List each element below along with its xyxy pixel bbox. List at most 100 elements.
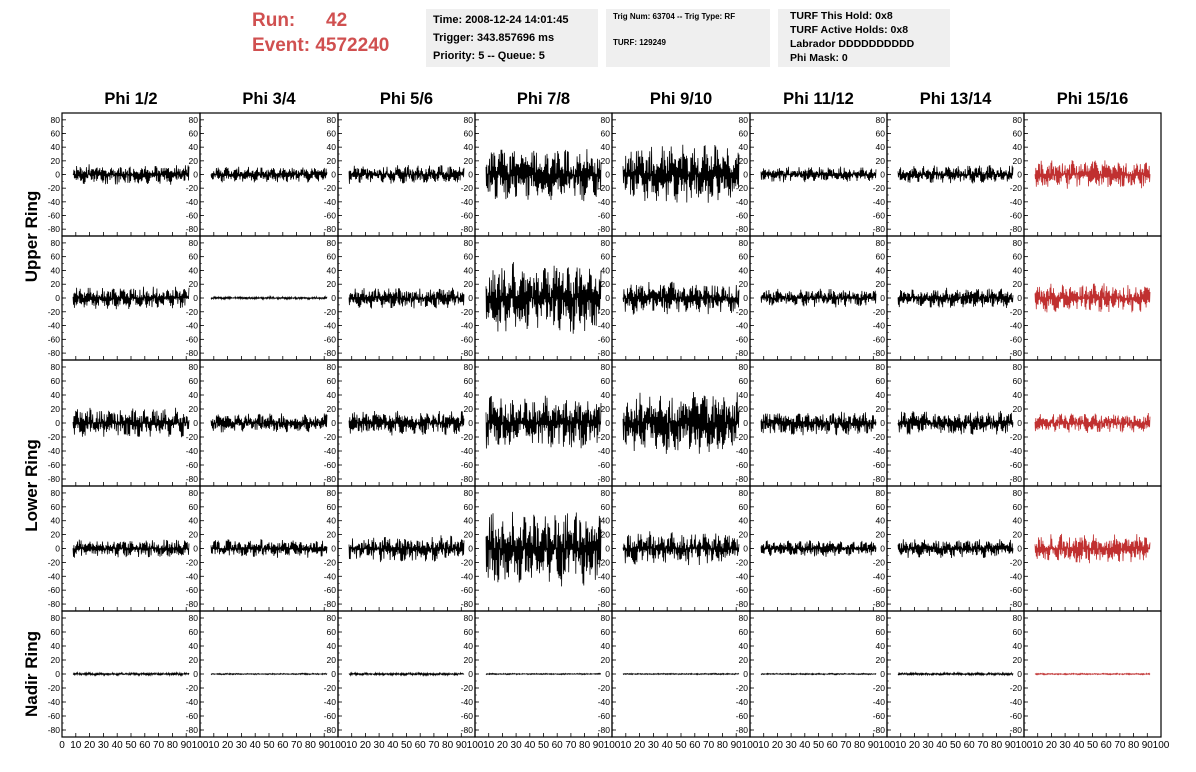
- turf-active-text: TURF Active Holds: 0x8: [790, 24, 909, 36]
- x-tick-label: 30: [98, 740, 110, 751]
- y-tick-label: 0: [605, 418, 610, 428]
- waveform-trace: [348, 535, 465, 563]
- y-tick-label: 40: [189, 390, 199, 400]
- y-tick-label: 20: [51, 655, 61, 665]
- y-tick-label: 80: [739, 488, 749, 498]
- y-tick-label: -80: [48, 725, 61, 735]
- y-tick-label: 0: [880, 669, 885, 679]
- y-tick-label: 80: [876, 488, 886, 498]
- x-tick-label: 70: [840, 740, 852, 751]
- event-label: Event:: [252, 35, 311, 56]
- y-tick-label: 0: [605, 170, 610, 180]
- y-tick-label: 80: [51, 115, 61, 125]
- waveform-trace: [72, 539, 190, 558]
- y-tick-label: 60: [601, 376, 611, 386]
- y-tick-label: -60: [461, 334, 474, 344]
- y-tick-label: 20: [1013, 655, 1023, 665]
- waveform-trace: [1034, 533, 1151, 564]
- x-tick-label: 10: [346, 740, 358, 751]
- y-tick-label: -60: [186, 211, 199, 221]
- y-tick-label: -40: [48, 571, 61, 581]
- x-tick-label: 50: [401, 740, 413, 751]
- waveform-trace: [897, 287, 1014, 309]
- y-tick-label: 60: [601, 252, 611, 262]
- y-tick-label: 60: [739, 252, 749, 262]
- y-tick-label: 40: [189, 142, 199, 152]
- y-tick-label: 0: [331, 418, 336, 428]
- turf-text: TURF: 129249: [613, 38, 666, 47]
- y-tick-label: -80: [324, 725, 337, 735]
- y-tick-label: -40: [48, 197, 61, 207]
- x-tick-label: 100: [1153, 740, 1170, 751]
- y-tick-label: -80: [324, 474, 337, 484]
- x-tick-label: 60: [552, 740, 564, 751]
- y-tick-label: -40: [186, 571, 199, 581]
- y-tick-label: -80: [873, 474, 886, 484]
- y-tick-label: 40: [876, 265, 886, 275]
- waveform-trace: [210, 672, 328, 676]
- y-tick-label: 0: [193, 293, 198, 303]
- turf-info-box: TURF This Hold: 0x8 TURF Active Holds: 0…: [778, 9, 950, 67]
- x-tick-label: 90: [181, 740, 193, 751]
- waveform-trace: [348, 671, 465, 677]
- y-tick-label: 0: [55, 418, 60, 428]
- x-tick-label: 100: [879, 740, 896, 751]
- y-tick-label: 80: [189, 613, 199, 623]
- x-tick-label: 40: [1073, 740, 1085, 751]
- y-tick-label: 0: [468, 170, 473, 180]
- y-tick-label: -40: [1010, 697, 1023, 707]
- y-tick-label: 60: [464, 627, 474, 637]
- y-tick-label: -20: [1010, 683, 1023, 693]
- y-tick-label: -40: [736, 446, 749, 456]
- y-tick-label: -20: [736, 183, 749, 193]
- y-tick-label: -80: [736, 224, 749, 234]
- y-tick-label: 0: [55, 293, 60, 303]
- y-tick-label: 80: [189, 115, 199, 125]
- x-tick-label: 50: [1087, 740, 1099, 751]
- y-tick-label: -60: [324, 711, 337, 721]
- y-tick-label: 60: [51, 627, 61, 637]
- y-tick-label: 80: [601, 488, 611, 498]
- y-tick-label: -40: [461, 197, 474, 207]
- y-tick-label: 0: [468, 669, 473, 679]
- y-tick-label: -40: [598, 697, 611, 707]
- y-tick-label: 20: [739, 279, 749, 289]
- y-tick-label: 20: [189, 279, 199, 289]
- y-tick-label: 40: [327, 641, 337, 651]
- y-tick-label: -40: [873, 321, 886, 331]
- y-tick-label: -40: [324, 321, 337, 331]
- waveform-trace: [485, 672, 602, 676]
- y-tick-label: -20: [736, 557, 749, 567]
- y-tick-label: 60: [876, 252, 886, 262]
- y-tick-label: 20: [51, 404, 61, 414]
- y-tick-label: -40: [461, 446, 474, 456]
- x-tick-label: 50: [538, 740, 550, 751]
- x-tick-label: 40: [387, 740, 399, 751]
- y-tick-label: -60: [48, 711, 61, 721]
- y-tick-label: -20: [736, 683, 749, 693]
- y-tick-label: 60: [876, 129, 886, 139]
- x-tick-label: 90: [456, 740, 468, 751]
- y-tick-label: -20: [186, 683, 199, 693]
- y-tick-label: -60: [186, 460, 199, 470]
- y-tick-label: -60: [598, 211, 611, 221]
- y-tick-label: 40: [51, 390, 61, 400]
- y-tick-label: 0: [1017, 170, 1022, 180]
- x-tick-label: 40: [112, 740, 124, 751]
- x-tick-label: 60: [964, 740, 976, 751]
- waveform-trace: [348, 165, 465, 184]
- run-value: 42: [326, 10, 348, 31]
- y-tick-label: 20: [189, 530, 199, 540]
- y-tick-label: -20: [48, 557, 61, 567]
- y-tick-label: 0: [743, 544, 748, 554]
- y-tick-label: -80: [1010, 224, 1023, 234]
- y-tick-label: 20: [1013, 404, 1023, 414]
- y-tick-label: 40: [464, 265, 474, 275]
- y-tick-label: -60: [48, 460, 61, 470]
- x-tick-label: 70: [153, 740, 165, 751]
- phi-mask-text: Phi Mask: 0: [790, 52, 848, 64]
- y-tick-label: -20: [324, 307, 337, 317]
- y-tick-label: 60: [876, 502, 886, 512]
- waveform-trace: [760, 288, 877, 308]
- y-tick-label: 80: [327, 115, 337, 125]
